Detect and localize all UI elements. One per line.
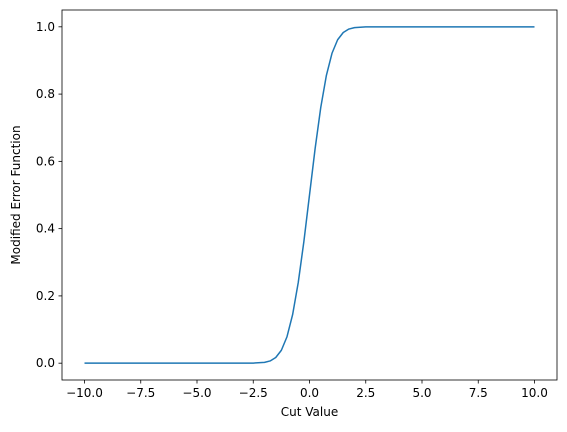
y-axis-label: Modified Error Function — [9, 125, 23, 264]
x-tick-label: 7.5 — [469, 386, 488, 400]
x-tick-label: −2.5 — [239, 386, 268, 400]
x-tick-label: −10.0 — [66, 386, 103, 400]
series-line-0 — [84, 26, 535, 364]
x-tick-label: 0.0 — [300, 386, 319, 400]
y-tick-label: 0.4 — [36, 222, 55, 236]
x-axis-ticks: −10.0 −7.5 −5.0 −2.5 0.0 2.5 5.0 7.5 10.0 — [66, 380, 548, 400]
x-tick-label: 10.0 — [521, 386, 548, 400]
x-axis-label: Cut Value — [281, 405, 338, 419]
y-axis-ticks: 0.0 0.2 0.4 0.6 0.8 1.0 — [36, 20, 62, 370]
y-tick-label: 0.0 — [36, 356, 55, 370]
y-tick-label: 1.0 — [36, 20, 55, 34]
x-tick-label: 5.0 — [412, 386, 431, 400]
axes-frame — [61, 9, 558, 381]
x-tick-label: −5.0 — [182, 386, 211, 400]
y-tick-label: 0.6 — [36, 154, 55, 168]
y-tick-label: 0.2 — [36, 289, 55, 303]
plot-area — [84, 26, 535, 364]
x-tick-label: −7.5 — [126, 386, 155, 400]
x-tick-label: 2.5 — [356, 386, 375, 400]
y-tick-label: 0.8 — [36, 87, 55, 101]
